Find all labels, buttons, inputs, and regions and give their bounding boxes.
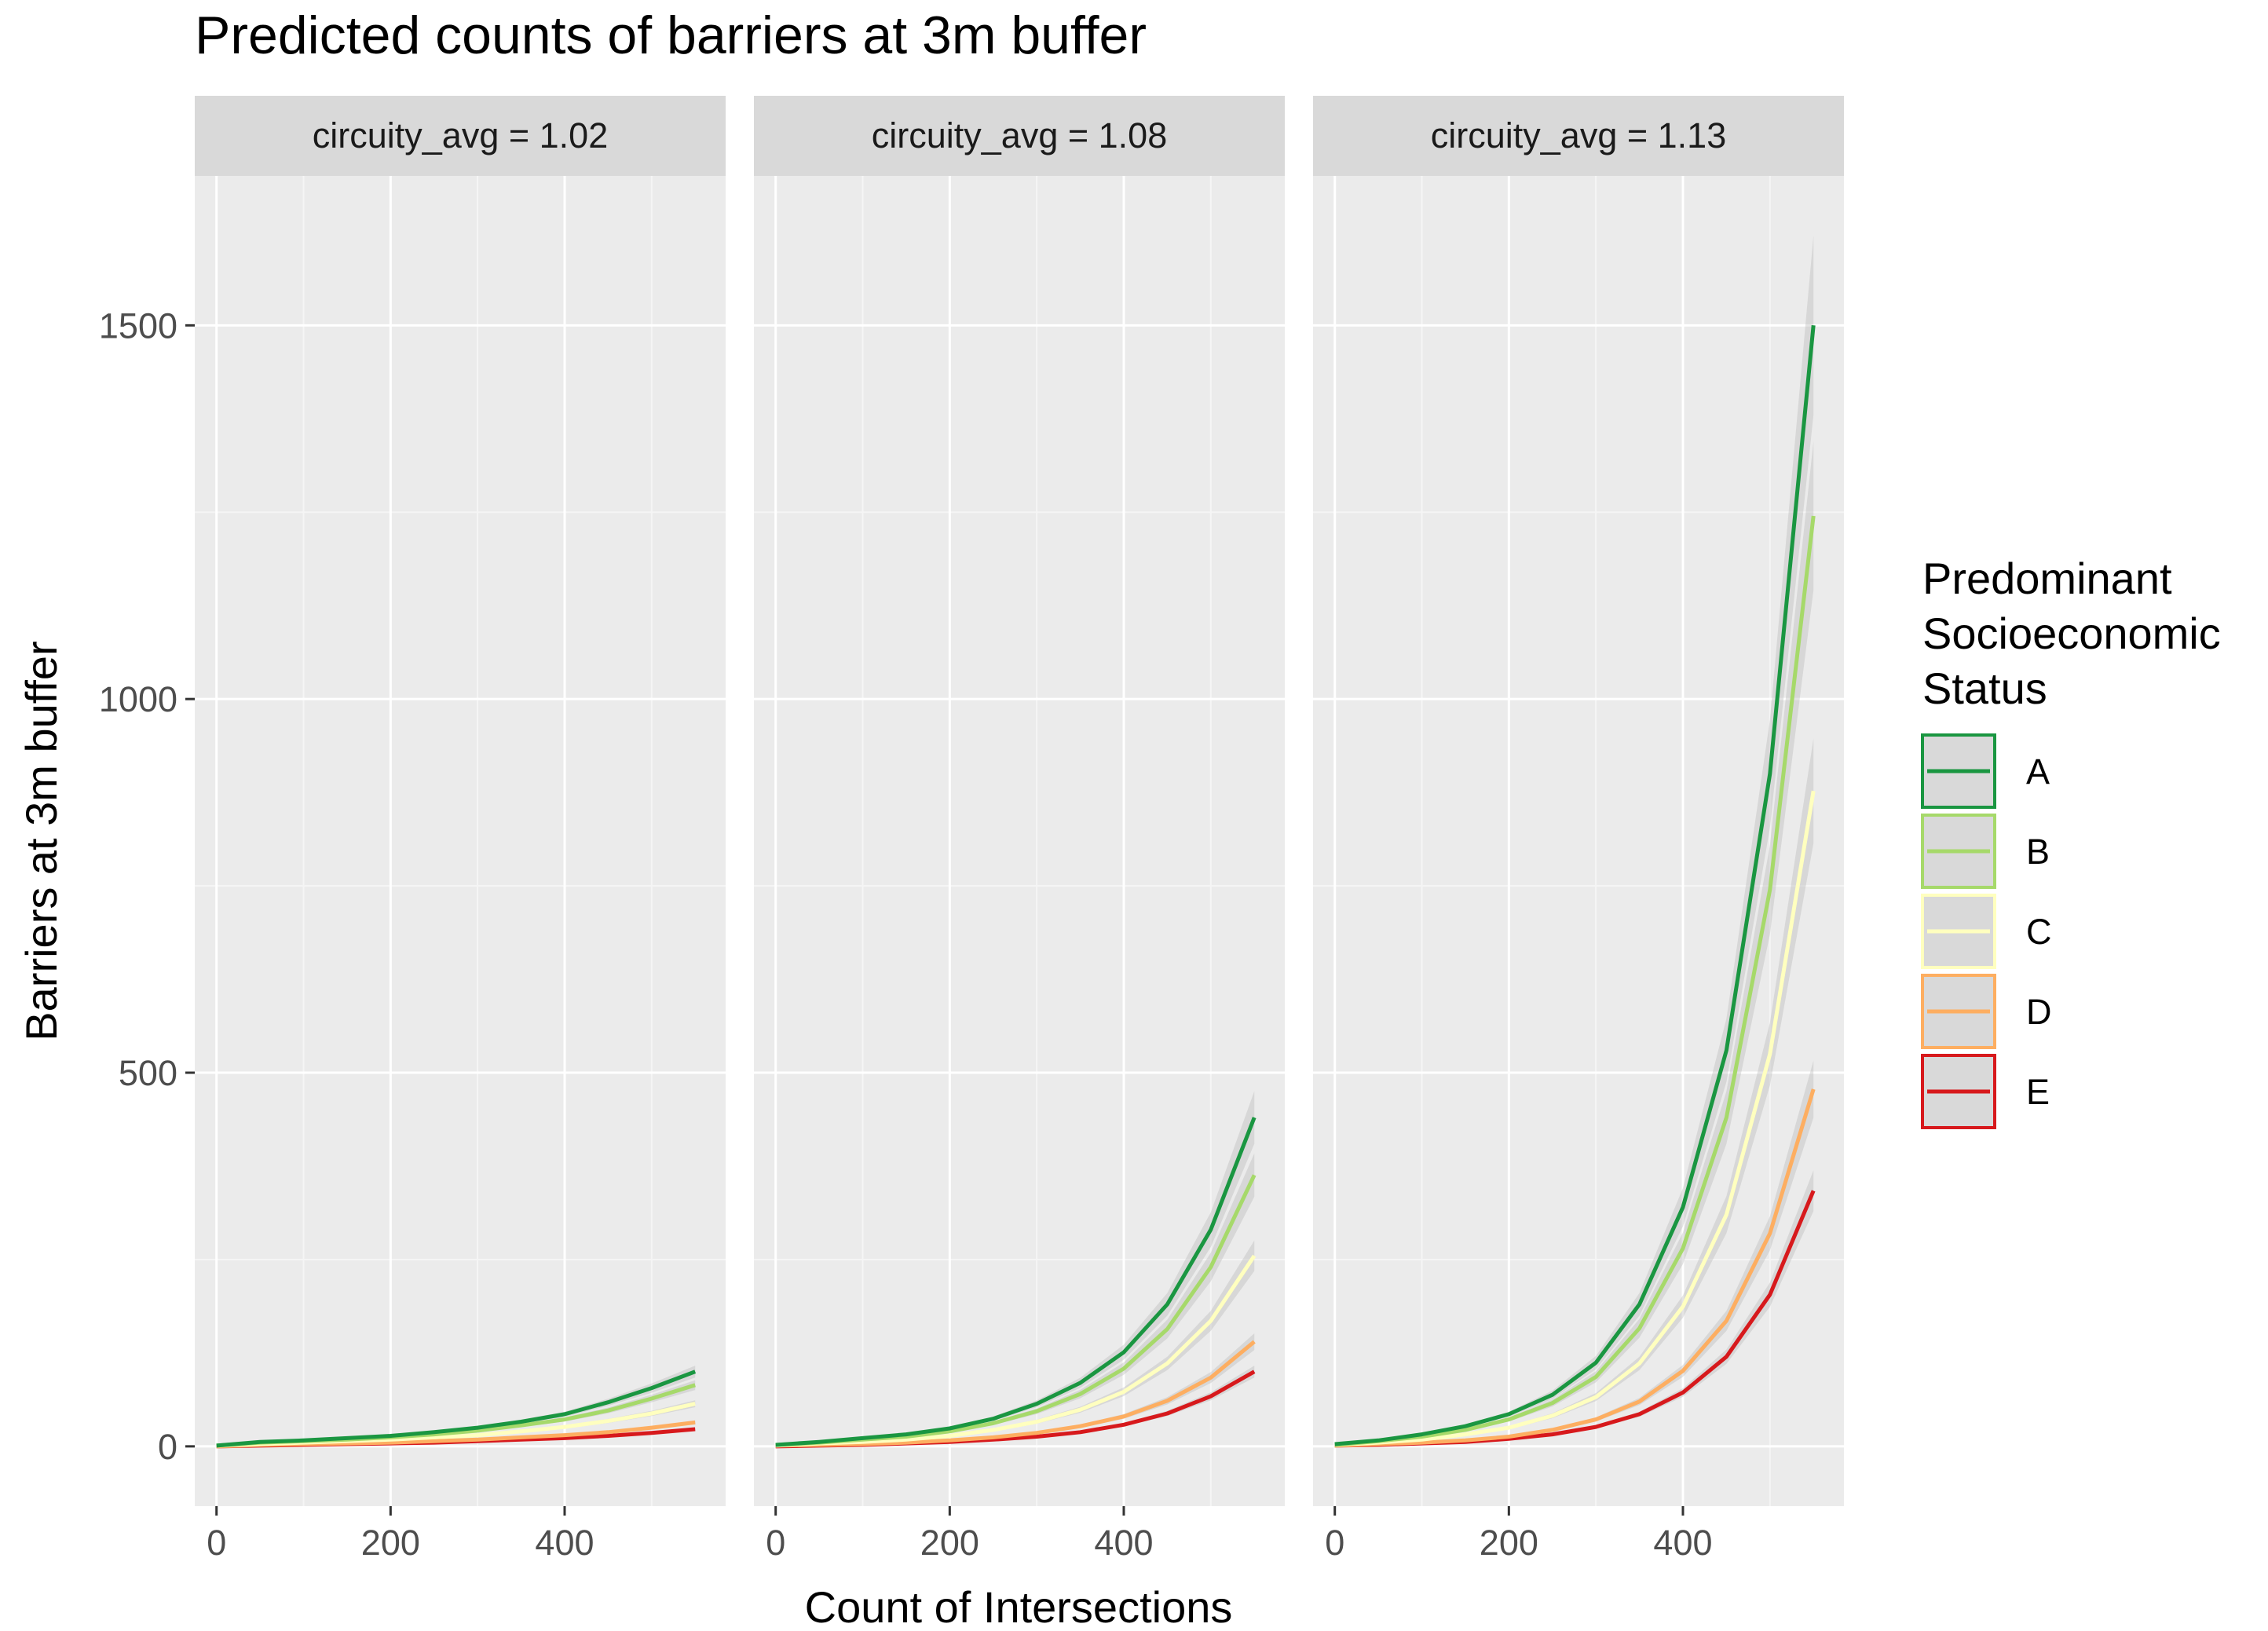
- x-axis-title: Count of Intersections: [805, 1582, 1233, 1631]
- legend-label-A: A: [2026, 752, 2050, 792]
- y-tick-label: 1000: [99, 679, 177, 719]
- legend-title-line: Status: [1922, 664, 2047, 713]
- panel-background: [754, 176, 1285, 1506]
- panel-background: [1313, 176, 1844, 1506]
- panel-3: circuity_avg = 1.13 0 200 400: [1313, 96, 1844, 1563]
- legend-label-D: D: [2026, 992, 2052, 1032]
- facet-strip: [754, 96, 1285, 176]
- x-tick-label: 0: [207, 1523, 226, 1563]
- legend-label-B: B: [2026, 832, 2050, 872]
- y-tick-label: 1500: [99, 305, 177, 346]
- panel-background: [195, 176, 726, 1506]
- x-tick-label: 0: [1325, 1523, 1344, 1563]
- x-tick-label: 200: [1480, 1523, 1538, 1563]
- series-line-D: [1334, 1088, 1816, 1448]
- series-line-C: [1334, 790, 1816, 1447]
- x-tick-label: 200: [361, 1523, 420, 1563]
- x-tick-label: 0: [766, 1523, 785, 1563]
- x-tick-label: 200: [920, 1523, 979, 1563]
- legend-title-line: Predominant: [1922, 554, 2172, 603]
- panel-2: circuity_avg = 1.08 0 200 400: [754, 96, 1285, 1563]
- x-tick-label: 400: [1653, 1523, 1712, 1563]
- series-line-A: [1334, 325, 1816, 1446]
- legend-label-E: E: [2026, 1072, 2050, 1112]
- legend-label-C: C: [2026, 912, 2052, 952]
- facet-strip-label: circuity_avg = 1.02: [313, 115, 608, 155]
- facet-strip-label: circuity_avg = 1.08: [872, 115, 1167, 155]
- facet-strip-label: circuity_avg = 1.13: [1431, 115, 1726, 155]
- y-tick-label: 500: [119, 1053, 177, 1093]
- series-line-A: [775, 1117, 1257, 1447]
- chart-title: Predicted counts of barriers at 3m buffe…: [195, 5, 1147, 65]
- facet-strip: [195, 96, 726, 176]
- y-tick-label: 0: [158, 1427, 177, 1467]
- x-tick-label: 400: [535, 1523, 594, 1563]
- y-axis-title: Barriers at 3m buffer: [16, 641, 66, 1040]
- series-line-C: [775, 1254, 1257, 1448]
- series-line-A: [216, 1370, 697, 1448]
- series-line-B: [1334, 515, 1816, 1447]
- series-line-D: [775, 1340, 1256, 1448]
- legend-title-line: Socioeconomic: [1922, 609, 2221, 658]
- panel-1: circuity_avg = 1.02 0 200 400: [195, 96, 726, 1563]
- x-tick-label: 400: [1094, 1523, 1153, 1563]
- facet-strip: [1313, 96, 1844, 176]
